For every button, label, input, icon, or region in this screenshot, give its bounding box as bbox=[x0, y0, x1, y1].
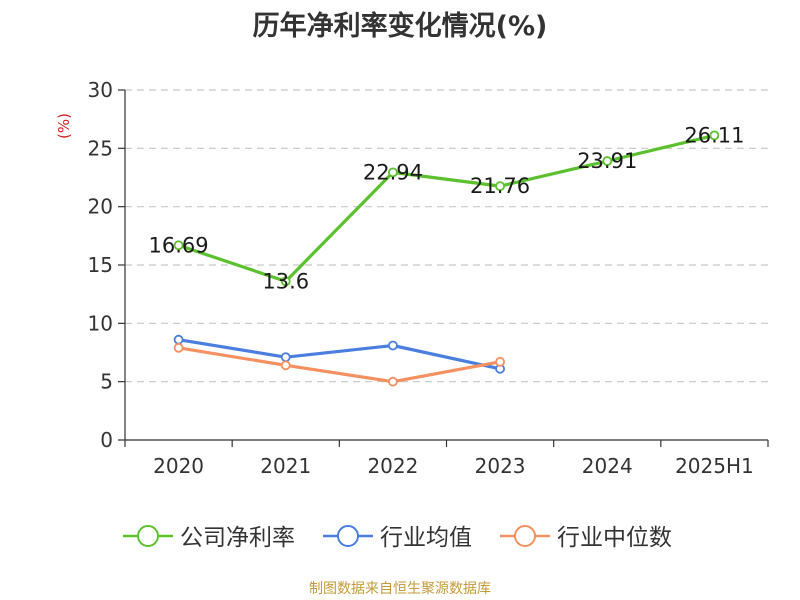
data-labels: 16.69 13.6 22.94 21.76 23.91 26.11 bbox=[149, 123, 745, 293]
data-point bbox=[173, 240, 184, 251]
data-label: 13.6 bbox=[262, 269, 309, 293]
y-tick-label: 0 bbox=[100, 428, 113, 452]
source-note: 制图数据来自恒生聚源数据库 bbox=[309, 581, 491, 597]
data-point bbox=[280, 276, 291, 287]
data-label: 23.91 bbox=[577, 149, 637, 173]
legend-marker bbox=[337, 525, 359, 547]
data-label: 21.76 bbox=[470, 174, 530, 198]
grid-lines bbox=[125, 89, 768, 383]
legend-label: 公司净利率 bbox=[180, 525, 295, 551]
data-label: 26.11 bbox=[684, 123, 744, 147]
x-tick-label: 2021 bbox=[260, 454, 311, 478]
data-point bbox=[280, 360, 291, 371]
data-point bbox=[173, 342, 184, 353]
y-tick-label: 30 bbox=[88, 78, 113, 102]
y-tick-label: 20 bbox=[88, 195, 113, 219]
data-point bbox=[495, 181, 505, 192]
legend-label: 行业均值 bbox=[380, 525, 472, 551]
y-axis-label: (%) bbox=[55, 113, 73, 139]
x-tick-label: 2024 bbox=[582, 454, 633, 478]
data-label: 22.94 bbox=[363, 160, 423, 184]
y-tick-label: 10 bbox=[88, 311, 113, 335]
data-point bbox=[709, 130, 720, 141]
data-label: 16.69 bbox=[149, 233, 209, 257]
x-tick-label: 2022 bbox=[367, 454, 418, 478]
y-tick-label: 15 bbox=[88, 253, 113, 277]
data-point bbox=[602, 156, 613, 166]
y-tick-label: 25 bbox=[88, 136, 113, 160]
data-point bbox=[388, 376, 398, 387]
y-tick-label: 5 bbox=[100, 370, 113, 394]
legend-label: 行业中位数 bbox=[557, 525, 672, 551]
x-tick-label: 2025H1 bbox=[675, 454, 754, 478]
series-line bbox=[178, 346, 501, 384]
data-point bbox=[388, 167, 398, 178]
series-line bbox=[178, 338, 501, 371]
data-point bbox=[388, 340, 398, 351]
data-point bbox=[280, 352, 291, 363]
legend-marker bbox=[514, 525, 536, 547]
series-line bbox=[178, 133, 715, 283]
legend: 公司净利率 行业均值 行业中位数 bbox=[123, 525, 672, 551]
data-point bbox=[495, 356, 505, 367]
x-tick-label: 2020 bbox=[153, 454, 204, 478]
axes: 0 5 10 15 20 25 30 2020 2021 2022 2023 2024 2025H1 (%… bbox=[55, 78, 769, 478]
chart-title: 历年净利率变化情况(%) bbox=[252, 11, 548, 42]
series-lines bbox=[173, 130, 720, 387]
legend-marker bbox=[137, 525, 159, 547]
data-point bbox=[173, 334, 184, 345]
x-tick-label: 2023 bbox=[475, 454, 526, 478]
